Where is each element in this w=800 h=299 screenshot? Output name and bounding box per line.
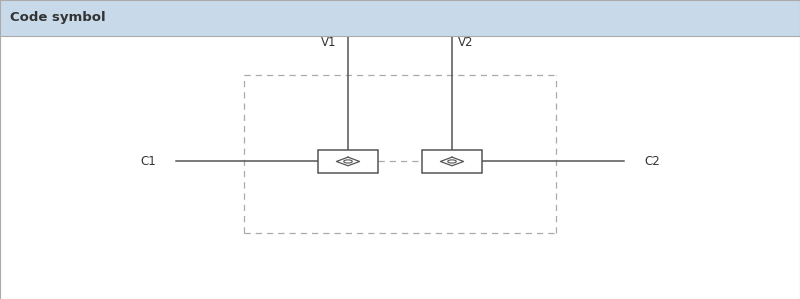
Text: C1: C1 <box>140 155 156 168</box>
Bar <box>318 150 378 173</box>
Text: Code symbol: Code symbol <box>10 11 106 25</box>
Bar <box>422 150 482 173</box>
Text: C2: C2 <box>644 155 660 168</box>
Circle shape <box>448 160 456 163</box>
Text: V2: V2 <box>458 36 474 49</box>
Circle shape <box>344 160 352 163</box>
Text: V1: V1 <box>321 36 336 49</box>
FancyBboxPatch shape <box>0 0 800 36</box>
